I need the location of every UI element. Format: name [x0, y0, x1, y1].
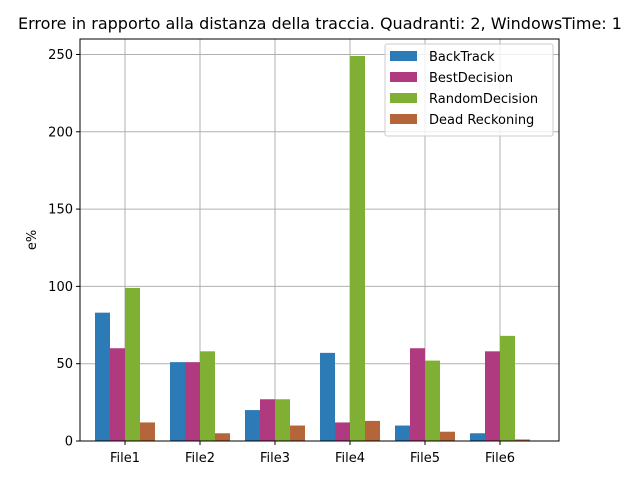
x-tick-label: File5: [410, 451, 440, 466]
y-tick-label: 150: [48, 203, 73, 218]
x-tick-label: File6: [485, 451, 515, 466]
bar: [185, 362, 200, 441]
y-tick-label: 200: [48, 125, 73, 140]
legend: BackTrack BestDecision RandomDecision Dead …: [384, 43, 554, 137]
bar: [485, 351, 500, 441]
y-tick-label: 50: [56, 357, 73, 372]
chart-title: Errore in rapporto alla distanza della t…: [18, 14, 622, 33]
x-tick-label: File1: [110, 451, 140, 466]
bar: [425, 360, 440, 441]
bar: [320, 352, 335, 441]
bar: [335, 422, 350, 441]
bar: [140, 422, 155, 441]
bar: [290, 425, 305, 441]
legend-swatch: [390, 114, 417, 124]
legend-label: BestDecision: [429, 71, 513, 86]
legend-swatch: [390, 72, 417, 82]
bars-layer: [95, 56, 530, 441]
bar: [515, 439, 530, 441]
bar: [200, 351, 215, 441]
y-axis-label: e%: [25, 230, 40, 250]
bar: [365, 420, 380, 441]
bar: [125, 287, 140, 441]
bar: [500, 335, 515, 441]
bar: [275, 399, 290, 441]
bar: [410, 348, 425, 441]
y-tick-label: 0: [65, 435, 73, 450]
bar: [245, 410, 260, 441]
x-tick-label: File2: [185, 451, 215, 466]
y-tick-label: 100: [48, 280, 73, 295]
bar: [260, 399, 275, 441]
plot-frame: [79, 38, 560, 442]
x-tick-label: File4: [335, 451, 365, 466]
bar: [350, 56, 365, 441]
bar: [470, 433, 485, 441]
legend-label: BackTrack: [429, 50, 495, 65]
x-tick-label: File3: [260, 451, 290, 466]
y-tick-label: 250: [48, 48, 73, 63]
bar: [395, 425, 410, 441]
legend-swatch: [390, 51, 417, 61]
legend-swatch: [390, 93, 417, 103]
bar: [110, 348, 125, 441]
ticks-layer: 0 50 100 150 200 250 File1 File2 File3 File4 File5…: [48, 48, 515, 466]
bar: [215, 433, 230, 441]
legend-label: Dead Reckoning: [429, 113, 534, 128]
legend-box: [384, 43, 554, 137]
bar: [95, 312, 110, 441]
legend-label: RandomDecision: [429, 92, 538, 107]
bar: [440, 431, 455, 441]
bar: [170, 362, 185, 441]
